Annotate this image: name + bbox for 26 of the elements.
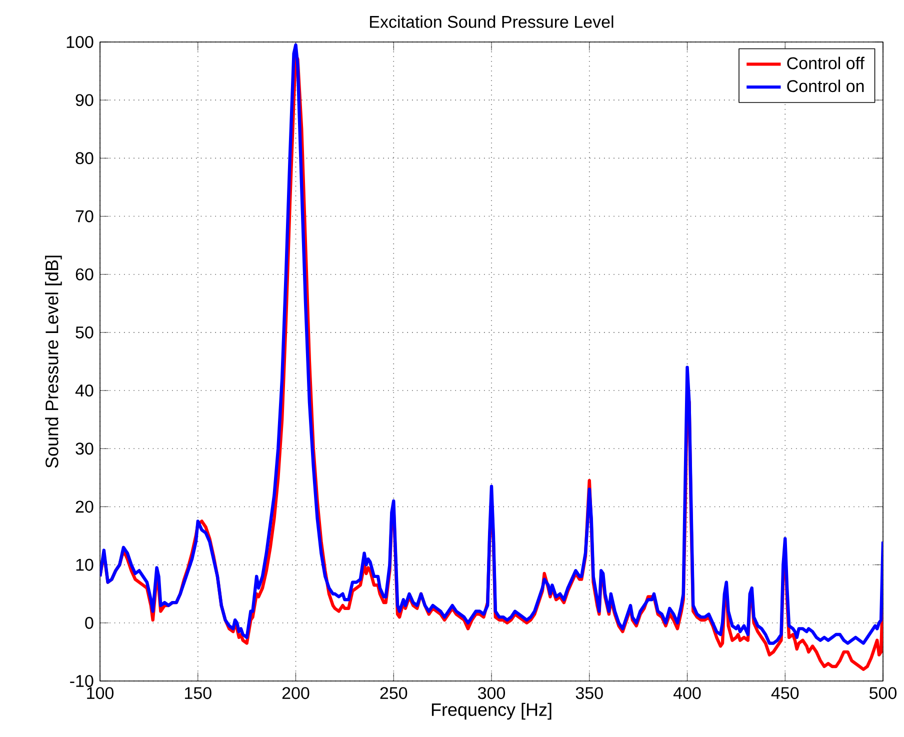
chart-title: Excitation Sound Pressure Level xyxy=(370,15,614,28)
y-tick-label: 0 xyxy=(85,616,94,629)
x-tick-label: 100 xyxy=(87,687,114,700)
x-axis-title: Frequency [Hz] xyxy=(432,702,552,720)
y-tick-label: 80 xyxy=(76,152,94,164)
y-tick-label: 40 xyxy=(75,384,94,397)
y-tick-label: 90 xyxy=(76,94,94,106)
legend-label: Control on xyxy=(787,80,864,92)
y-tick-label: 30 xyxy=(76,442,94,455)
x-tick-label: 300 xyxy=(478,687,506,700)
x-tick-label: 400 xyxy=(673,687,701,700)
y-tick-label: -10 xyxy=(70,674,94,687)
x-tick-label: 350 xyxy=(576,687,603,700)
y-tick-label: 70 xyxy=(76,210,94,222)
y-tick-label: 20 xyxy=(76,500,94,513)
y-tick-label: 100 xyxy=(66,36,94,48)
y-tick-label: 10 xyxy=(76,558,94,571)
x-tick-label: 450 xyxy=(771,687,799,700)
x-tick-label: 500 xyxy=(870,687,897,700)
x-tick-label: 200 xyxy=(282,687,310,700)
x-tick-label: 250 xyxy=(380,687,408,700)
y-axis-title: Sound Pressure Level [dB] xyxy=(45,256,62,468)
y-tick-label: 50 xyxy=(76,326,94,338)
legend-label: Control off xyxy=(787,56,864,70)
x-tick-label: 150 xyxy=(184,687,212,700)
y-tick-label: 60 xyxy=(76,268,94,280)
